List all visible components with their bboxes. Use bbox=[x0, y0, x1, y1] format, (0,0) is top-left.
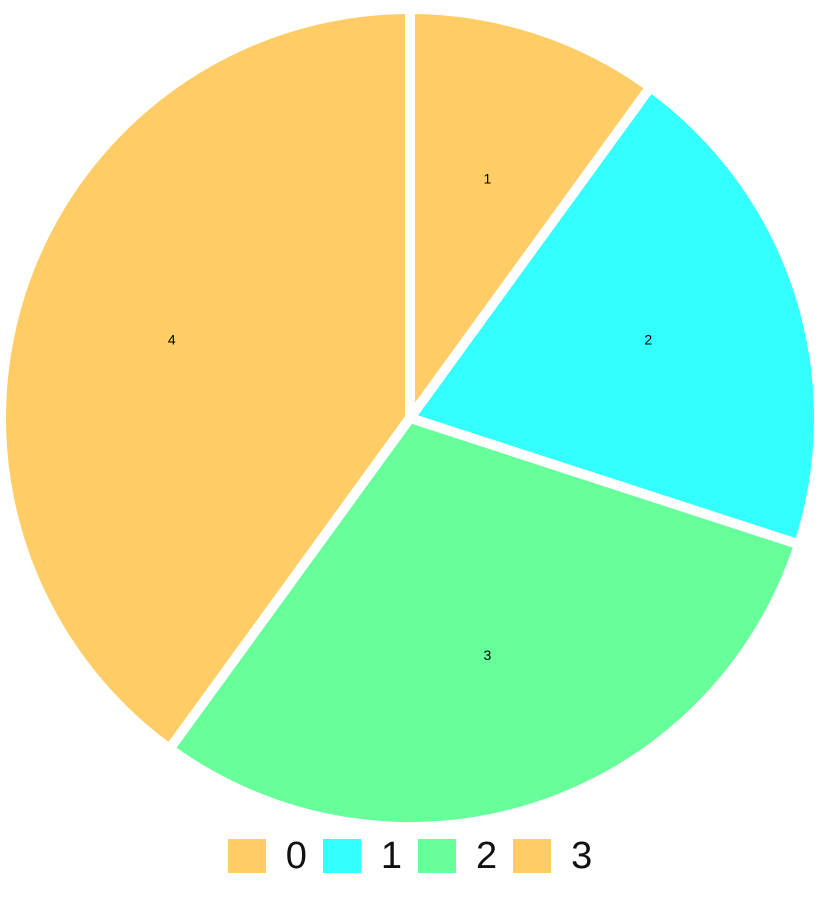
legend-label-3: 3 bbox=[571, 835, 593, 877]
data-label-2: 3 bbox=[484, 647, 492, 663]
legend-swatch-0 bbox=[227, 839, 266, 873]
legend-item-0: 0 bbox=[227, 835, 307, 877]
slice-separator-1 bbox=[405, 83, 656, 421]
legend-item-1: 1 bbox=[322, 835, 402, 877]
pie-slice-3 bbox=[5, 14, 410, 745]
pie-slice-2 bbox=[172, 418, 795, 822]
legend-item-3: 3 bbox=[513, 836, 592, 876]
legend: 0 1 2 3 bbox=[0, 834, 820, 878]
data-label-3: 4 bbox=[168, 331, 176, 347]
slice-separator-3 bbox=[164, 415, 415, 753]
legend-item-2: 2 bbox=[418, 836, 497, 876]
legend-label-1: 1 bbox=[380, 835, 402, 877]
legend-label-0: 0 bbox=[285, 835, 307, 877]
legend-swatch-1 bbox=[322, 839, 361, 873]
legend-swatch-2 bbox=[418, 839, 456, 873]
legend-label-2: 2 bbox=[476, 835, 498, 877]
data-label-1: 2 bbox=[644, 331, 652, 347]
pie-slice-0 bbox=[410, 14, 648, 418]
pie-slice-1 bbox=[410, 91, 814, 543]
slice-separator-2 bbox=[408, 413, 802, 550]
legend-swatch-3 bbox=[513, 839, 552, 873]
pie-data-labels: 1 2 3 4 bbox=[168, 170, 652, 662]
pie-slices bbox=[5, 8, 814, 822]
data-label-0: 1 bbox=[484, 170, 492, 186]
